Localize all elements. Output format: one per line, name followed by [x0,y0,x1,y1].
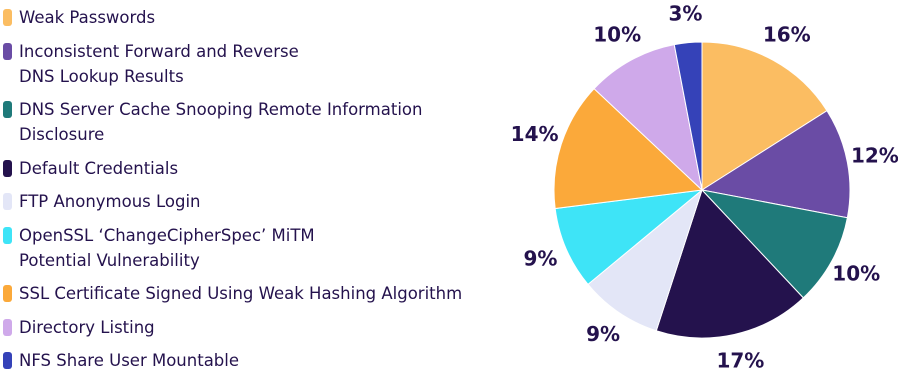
value-label: 12% [851,144,898,168]
legend-label: FTP Anonymous Login [19,192,201,211]
value-label: 14% [511,122,559,146]
legend-swatch [3,193,12,210]
legend-item: OpenSSL ‘ChangeCipherSpec’ MiTM Potentia… [0,223,462,273]
legend-swatch [3,352,12,369]
legend-item: NFS Share User Mountable [0,348,462,373]
value-label: 10% [593,22,641,46]
value-label: 16% [763,22,811,46]
legend-label: DNS Server Cache Snooping Remote Informa… [19,100,423,144]
legend-swatch [3,159,12,177]
legend-swatch [3,9,12,26]
legend-label: SSL Certificate Signed Using Weak Hashin… [19,284,463,303]
legend: Weak Passwords Inconsistent Forward and R… [0,5,462,373]
legend-label: OpenSSL ‘ChangeCipherSpec’ MiTM Potentia… [19,225,315,270]
pie-slice [554,189,704,286]
legend-item: FTP Anonymous Login [0,189,462,214]
value-label: 3% [668,1,702,25]
pie-slice [700,189,848,299]
pie-slice [593,44,703,192]
legend-item: Weak Passwords [0,5,462,30]
legend-item: Default Credentials [0,156,462,181]
legend-item: SSL Certificate Signed Using Weak Hashin… [0,281,462,306]
pie-slice [587,188,704,332]
pie-slice [700,110,851,219]
pie-slice [553,87,704,210]
pie-slice [701,41,828,191]
pie-slice [673,41,703,191]
legend-item: DNS Server Cache Snooping Remote Informa… [0,97,462,147]
legend-swatch [3,285,12,302]
legend-label: Directory Listing [19,317,155,337]
legend-item: Directory Listing [0,315,462,340]
legend-item: Inconsistent Forward and Reverse DNS Loo… [0,39,462,89]
value-label: 9% [523,246,557,270]
value-label: 9% [586,322,620,346]
legend-label: Default Credentials [19,158,179,178]
value-label: 10% [832,261,880,285]
legend-label: Weak Passwords [19,8,156,27]
pie-slice [655,189,805,339]
value-label: 17% [716,348,764,372]
legend-swatch [3,42,12,60]
legend-swatch [3,318,12,336]
legend-swatch [3,101,12,118]
legend-label: Inconsistent Forward and Reverse DNS Loo… [19,41,299,86]
legend-label: NFS Share User Mountable [19,351,240,370]
legend-swatch [3,226,12,244]
